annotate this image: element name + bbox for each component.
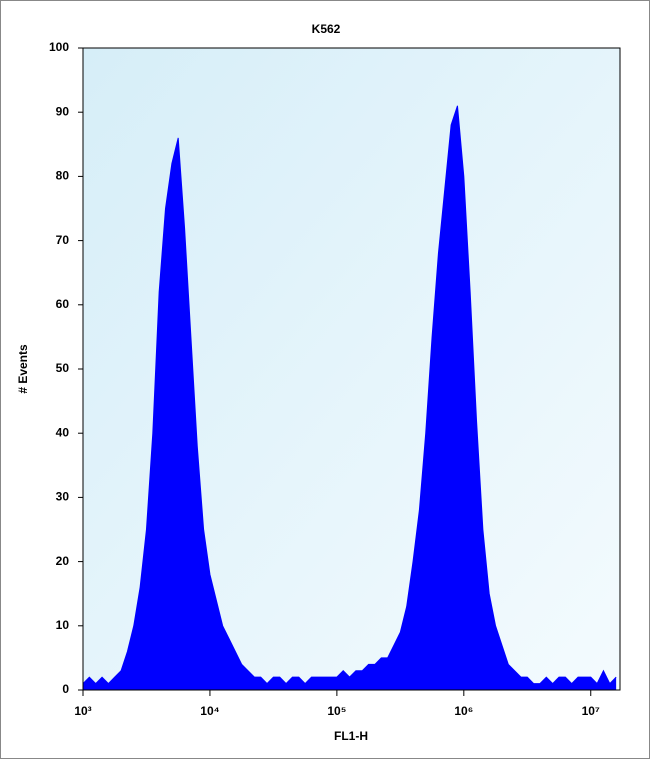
x-tick-label: 10³ [74, 704, 91, 718]
y-tick-label: 0 [62, 682, 69, 696]
x-axis-label: FL1-H [334, 729, 368, 743]
plot-border [82, 47, 621, 691]
y-tick-label: 80 [56, 169, 70, 183]
y-tick-label: 30 [56, 490, 70, 504]
area-fill [83, 105, 617, 690]
x-tick-label: 10⁷ [582, 704, 600, 718]
x-tick-label: 10⁶ [454, 704, 473, 718]
y-tick-label: 90 [56, 104, 70, 118]
chart-title: K562 [312, 22, 341, 36]
y-tick-label: 10 [56, 618, 70, 632]
y-tick-label: 100 [49, 40, 69, 54]
y-tick-label: 20 [56, 554, 70, 568]
area-line [82, 105, 617, 685]
y-tick-label: 60 [56, 297, 70, 311]
y-axis-label: # Events [16, 344, 30, 394]
y-tick-label: 40 [56, 425, 70, 439]
x-tick-label: 10⁵ [327, 704, 346, 718]
y-tick-label: 70 [56, 233, 70, 247]
y-tick-label: 50 [56, 361, 70, 375]
x-tick-label: 10⁴ [200, 704, 219, 718]
